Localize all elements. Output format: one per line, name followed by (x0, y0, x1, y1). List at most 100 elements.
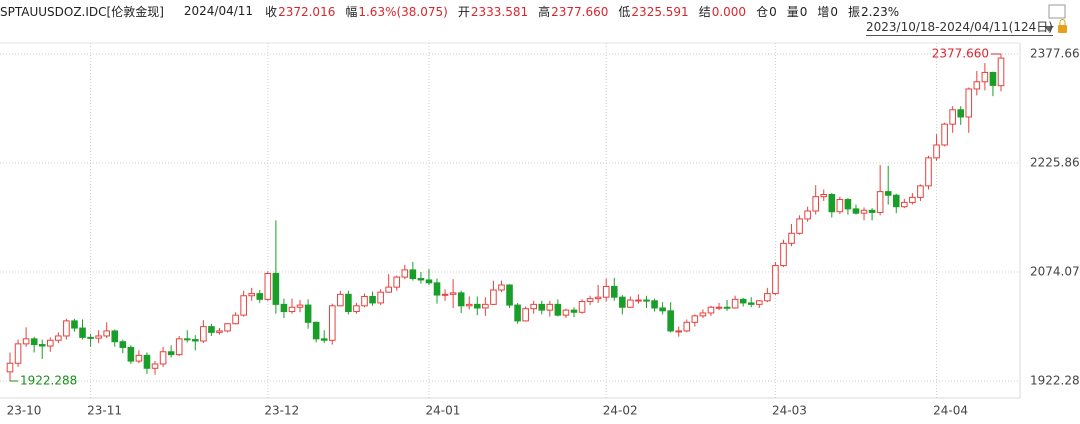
y-tick-label: 2074.079 (1030, 264, 1080, 278)
field-label: 结 (698, 4, 711, 19)
field-value: 2372.016 (278, 4, 336, 19)
candle-body (55, 335, 62, 341)
candle-body (224, 323, 231, 332)
candle-body (232, 314, 239, 325)
symbol: SPTAUUSDOZ.IDC[伦敦金现] (0, 4, 164, 19)
range-dropdown[interactable] (1044, 26, 1054, 32)
candle-body (860, 209, 868, 214)
field-value: 2377.660 (551, 4, 609, 19)
candle-body (530, 303, 537, 310)
candle-body (401, 269, 409, 278)
candle-body (127, 346, 135, 362)
candle-body (997, 57, 1005, 87)
quote-field: 收2372.016 (265, 3, 335, 20)
field-label: 高 (538, 4, 551, 19)
field-value: 0.000 (711, 4, 747, 19)
candle-body (200, 326, 207, 342)
candle-body (393, 276, 401, 288)
lock-icon-shackle (1059, 19, 1066, 25)
x-tick-label: 24-03 (772, 404, 807, 418)
candle-body (965, 88, 973, 118)
candle-body (30, 338, 38, 346)
candle-body (691, 315, 699, 323)
candle-body (119, 341, 127, 348)
candle-body (6, 362, 14, 373)
candle-body (949, 109, 956, 125)
date-range[interactable]: 2023/10/18-2024/04/11(124日) (866, 20, 1053, 36)
field-value: 0 (769, 4, 777, 19)
candle-body (159, 351, 167, 365)
candle-body (836, 199, 844, 213)
candle-body (192, 339, 199, 342)
candle-body (498, 284, 505, 291)
candle-body (957, 109, 965, 118)
x-tick-label: 23-12 (264, 404, 299, 418)
candle-body (208, 326, 215, 333)
candle-body (216, 330, 223, 333)
candle-body (272, 272, 280, 305)
candle-body (312, 321, 320, 340)
candle-body (804, 210, 811, 220)
candle-body (353, 305, 360, 313)
lock-icon[interactable] (1058, 25, 1067, 33)
candle-body (71, 320, 78, 329)
y-tick-label: 2377.660 (1030, 47, 1080, 61)
candle-body (417, 278, 425, 281)
candle-body (240, 295, 247, 316)
quote-field: 仓0 (756, 3, 777, 20)
quote-field: 振2.23% (848, 3, 899, 20)
candle-body (876, 191, 884, 213)
candle-body (433, 282, 441, 296)
candle-body (135, 354, 143, 362)
candle-body (538, 303, 546, 311)
candle-body (651, 300, 658, 309)
candle-body (570, 309, 578, 313)
candle-body (167, 351, 175, 356)
candle-body (441, 293, 449, 296)
candle-body (715, 306, 723, 309)
candle-body (659, 307, 666, 312)
quote-date: 2024/04/11 (183, 4, 254, 18)
wp-icon[interactable] (1048, 4, 1066, 19)
candle-body (675, 330, 683, 333)
field-label: 增 (817, 4, 830, 19)
candle-body (369, 295, 376, 304)
candle-body (812, 196, 819, 212)
candle-body (643, 299, 650, 302)
candle-body (619, 296, 626, 308)
candle-body (755, 300, 763, 305)
candle-body (852, 208, 860, 214)
candle-body (248, 293, 256, 297)
candle-body (151, 363, 159, 369)
field-label: 开 (457, 4, 470, 19)
candle-body (296, 304, 304, 308)
candle-body (667, 310, 674, 332)
field-label: 低 (618, 4, 631, 19)
candle-body (264, 272, 272, 300)
candle-body (87, 336, 94, 339)
candle-body (554, 303, 562, 316)
candle-body (780, 242, 787, 267)
candle-body (627, 299, 634, 308)
quote-field: 结0.000 (699, 3, 746, 20)
field-value: 2.23% (861, 4, 900, 19)
candle-body (723, 306, 731, 309)
candle-body (788, 232, 795, 244)
quote-field: 量0 (787, 3, 808, 20)
candle-body (683, 321, 691, 332)
candle-body (409, 269, 417, 280)
candle-body (868, 209, 876, 213)
field-value: 1.63%(38.075) (358, 4, 448, 19)
field-label: 仓 (756, 4, 769, 19)
candle-body (909, 196, 916, 203)
candle-body (14, 343, 22, 364)
candle-body (79, 327, 86, 338)
candle-body (610, 285, 618, 298)
wp-icon-frame[interactable] (1048, 4, 1066, 19)
candle-body (884, 191, 892, 196)
y-tick-label: 2225.869 (1030, 156, 1080, 170)
candle-body (578, 300, 586, 313)
x-tick-label: 24-01 (426, 404, 461, 418)
